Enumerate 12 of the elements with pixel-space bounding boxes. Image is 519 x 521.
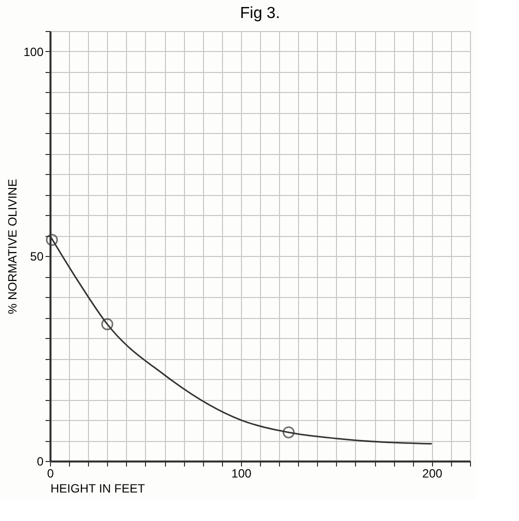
chart-title: Fig 3.	[240, 5, 280, 22]
point	[101, 318, 114, 330]
point	[282, 426, 295, 438]
x-tick-label: 200	[422, 466, 443, 480]
y-tick-label: 0	[36, 454, 44, 468]
y-tick-label: 100	[23, 44, 44, 59]
y-tick-label: 50	[30, 250, 44, 264]
y-axis-title: % NORMATIVE OLIVINE	[5, 178, 20, 314]
x-tick-label: 100	[231, 466, 252, 480]
x-tick-label: 0	[47, 466, 54, 480]
x-axis-title: HEIGHT IN FEET	[50, 482, 146, 496]
point	[46, 234, 58, 246]
